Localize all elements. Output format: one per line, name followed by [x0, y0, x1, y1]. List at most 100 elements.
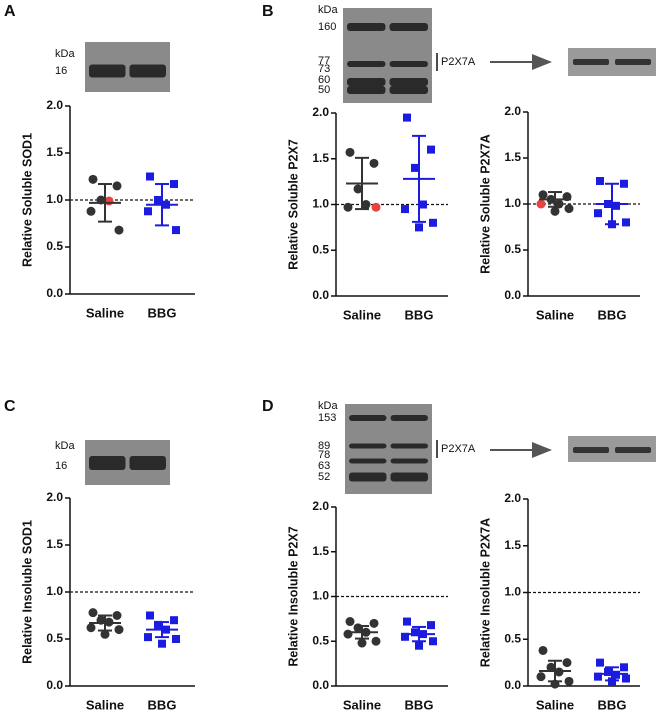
blot-band — [347, 78, 386, 86]
data-point — [154, 620, 162, 629]
y-tick-label: 0.5 — [312, 633, 329, 647]
data-point — [170, 180, 178, 189]
y-tick-label: 0.5 — [312, 242, 329, 256]
y-tick-label: 0.5 — [46, 631, 63, 645]
data-point — [620, 179, 628, 188]
data-point — [415, 641, 423, 650]
blot-band — [347, 86, 386, 94]
y-tick-label: 0.0 — [46, 286, 63, 300]
data-point — [562, 658, 572, 668]
y-tick-label: 2.0 — [46, 98, 63, 112]
panel-letter: B — [262, 3, 274, 20]
blot-band — [89, 64, 126, 78]
data-point — [114, 225, 124, 235]
data-point — [343, 629, 353, 639]
data-point — [403, 113, 411, 122]
blot-marker: 73 — [318, 63, 330, 75]
data-point — [594, 672, 602, 681]
data-point — [88, 174, 98, 184]
y-axis-label: Relative Soluble SOD1 — [20, 133, 34, 267]
y-tick-label: 1.5 — [312, 151, 329, 165]
blot-band — [129, 456, 166, 470]
blot-marker: 77 — [318, 55, 330, 67]
panel-letter: C — [4, 398, 16, 415]
data-point — [622, 674, 630, 683]
blot-band — [390, 458, 428, 464]
data-point — [369, 618, 379, 628]
blot-band — [129, 64, 166, 78]
y-tick-label: 1.0 — [312, 197, 329, 211]
blot-band — [389, 78, 428, 86]
blot-marker: 16 — [55, 460, 67, 472]
y-tick-label: 0.5 — [46, 239, 63, 253]
data-point — [371, 202, 381, 212]
blot-marker: 153 — [318, 412, 336, 424]
x-tick-label: Saline — [536, 697, 574, 712]
blot-band — [347, 61, 386, 67]
data-point — [343, 202, 353, 212]
panel-letter: D — [262, 398, 274, 415]
data-point — [622, 218, 630, 227]
blot-band — [573, 447, 609, 453]
x-tick-label: Saline — [343, 697, 381, 712]
y-tick-label: 1.5 — [312, 544, 329, 558]
blot-marker: 63 — [318, 460, 330, 472]
blot-band — [390, 443, 428, 449]
x-tick-label: BBG — [405, 697, 434, 712]
data-point — [536, 199, 546, 209]
blot-unit: kDa — [55, 440, 75, 452]
x-tick-label: BBG — [405, 307, 434, 322]
y-tick-label: 0.0 — [504, 288, 521, 302]
band-label: P2X7A — [441, 56, 476, 68]
y-tick-label: 0.5 — [504, 242, 521, 256]
y-tick-label: 2.0 — [504, 491, 521, 505]
data-point — [429, 218, 437, 227]
blot-unit: kDa — [318, 4, 338, 16]
blot-band — [389, 61, 428, 67]
blot-marker: 89 — [318, 440, 330, 452]
blot-band — [615, 59, 651, 65]
data-point — [594, 209, 602, 218]
y-tick-label: 0.0 — [312, 288, 329, 302]
data-point — [371, 636, 381, 646]
data-point — [144, 633, 152, 642]
data-point — [550, 206, 560, 216]
y-tick-label: 2.0 — [312, 499, 329, 513]
data-point — [538, 645, 548, 655]
data-point — [620, 663, 628, 672]
band-label: P2X7A — [441, 443, 476, 455]
y-tick-label: 0.5 — [504, 631, 521, 645]
blot-band — [389, 86, 428, 94]
blot-marker: 78 — [318, 449, 330, 461]
blot-marker: 60 — [318, 74, 330, 86]
blot-band — [390, 415, 428, 421]
data-point — [114, 625, 124, 635]
data-point — [546, 662, 556, 672]
x-tick-label: Saline — [536, 307, 574, 322]
y-axis-label: Relative Soluble P2X7A — [478, 134, 492, 274]
y-tick-label: 2.0 — [504, 104, 521, 118]
data-point — [403, 617, 411, 626]
data-point — [86, 206, 96, 216]
data-point — [604, 667, 612, 676]
data-point — [357, 638, 367, 648]
panel-letter: A — [4, 3, 16, 20]
blot-marker: 160 — [318, 21, 336, 33]
blot-band — [573, 59, 609, 65]
y-tick-label: 1.5 — [46, 145, 63, 159]
y-tick-label: 0.0 — [504, 678, 521, 692]
data-point — [401, 632, 409, 641]
blot-band — [389, 23, 428, 31]
x-tick-label: Saline — [343, 307, 381, 322]
data-point — [596, 658, 604, 667]
data-point — [146, 172, 154, 181]
y-tick-label: 2.0 — [312, 105, 329, 119]
x-tick-label: BBG — [598, 697, 627, 712]
y-tick-label: 1.0 — [46, 584, 63, 598]
data-point — [411, 628, 419, 637]
data-point — [564, 676, 574, 686]
data-point — [401, 205, 409, 214]
data-point — [536, 672, 546, 682]
y-tick-label: 1.5 — [46, 537, 63, 551]
y-axis-label: Relative Soluble P2X7 — [286, 139, 300, 270]
